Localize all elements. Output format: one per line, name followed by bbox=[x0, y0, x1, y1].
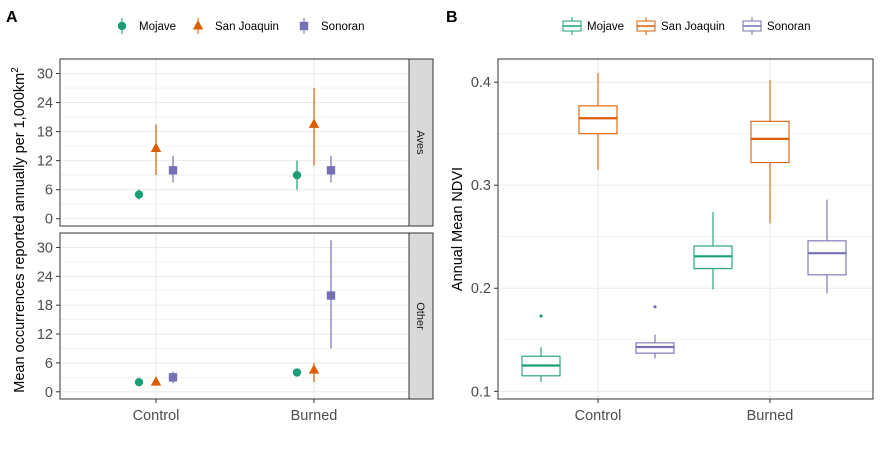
point-mojave bbox=[134, 377, 144, 387]
point-mojave bbox=[134, 190, 144, 199]
panel-b-x-tick-label: Burned bbox=[747, 408, 794, 424]
panel-a-y-tick-label: 30 bbox=[37, 67, 53, 83]
boxplot-san-joaquin-box bbox=[750, 120, 790, 164]
panel-b-x-tick-label: Control bbox=[575, 408, 622, 424]
point-sonoran bbox=[168, 166, 178, 175]
panel-b-legend: Mojave San Joaquin Sonoran bbox=[562, 17, 810, 35]
point-san-joaquin bbox=[150, 376, 162, 386]
panel-b-y-axis-label: Annual Mean NDVI bbox=[450, 167, 466, 291]
panel-a-y-tick-label: 6 bbox=[45, 356, 53, 372]
panel-b-border bbox=[497, 58, 874, 400]
panel-a-facet-aves: 0 6 12 18 24 30 Aves bbox=[37, 58, 434, 228]
panel-b-letter: B bbox=[446, 9, 458, 26]
point-san-joaquin bbox=[308, 364, 320, 374]
panel-a-x-tick-label: Control bbox=[133, 408, 180, 424]
panel-a-y-tick-label: 6 bbox=[45, 183, 53, 199]
panel-a-y-tick-label: 24 bbox=[37, 96, 53, 112]
point-sonoran bbox=[326, 291, 336, 300]
panel-b-y-tick-label: 0.2 bbox=[471, 281, 491, 297]
legend-label: Mojave bbox=[587, 21, 624, 33]
panel-a-letter: A bbox=[6, 9, 18, 26]
panel-a-y-axis-label: Mean occurrences reported annually per 1… bbox=[10, 67, 28, 393]
panel-b-plot: 0.1 0.2 0.3 0.4 Control Burned bbox=[471, 58, 874, 424]
boxplot-sonoran-box bbox=[807, 240, 847, 276]
panel-a-facet-other: 0 6 12 18 24 30 Other bbox=[37, 232, 434, 401]
panel-b-y-tick-label: 0.1 bbox=[471, 384, 491, 400]
boxplot-san-joaquin-box bbox=[578, 105, 618, 135]
panel-a-x-axis: Control Burned bbox=[133, 399, 338, 424]
panel-a-y-tick-label: 0 bbox=[45, 212, 53, 228]
panel-b-y-tick-label: 0.4 bbox=[471, 75, 491, 91]
panel-a-facet-border bbox=[59, 232, 410, 400]
panel-a-y-tick-label: 12 bbox=[37, 327, 53, 343]
panel-a-y-tick-label: 12 bbox=[37, 154, 53, 170]
panel-b-y-tick-label: 0.3 bbox=[471, 178, 491, 194]
point-mojave bbox=[292, 368, 302, 377]
panel-a-y-tick-label: 0 bbox=[45, 385, 53, 401]
facet-strip bbox=[408, 232, 434, 400]
legend-label: San Joaquin bbox=[661, 21, 725, 33]
point-sonoran bbox=[168, 373, 178, 382]
legend-label: Mojave bbox=[139, 21, 176, 33]
legend-label: San Joaquin bbox=[215, 21, 279, 33]
facet-strip-label: Other bbox=[414, 302, 426, 330]
point-sonoran bbox=[326, 166, 336, 175]
legend-key-sonoran bbox=[299, 21, 309, 31]
panel-a-y-tick-label: 18 bbox=[37, 125, 53, 141]
panel-a: A Mojave San Joaquin Sonoran 0 6 12 18 24 30 Ave… bbox=[6, 9, 434, 424]
boxplot-sonoran-outlier bbox=[653, 305, 657, 309]
legend-key-san-joaquin bbox=[192, 20, 204, 30]
panel-a-y-tick-label: 24 bbox=[37, 269, 53, 285]
panel-a-y-tick-label: 18 bbox=[37, 298, 53, 314]
legend-key-mojave bbox=[117, 21, 127, 31]
panel-a-legend: Mojave San Joaquin Sonoran bbox=[117, 18, 364, 34]
legend-label: Sonoran bbox=[767, 21, 810, 33]
boxplot-mojave-outlier bbox=[539, 314, 543, 318]
point-san-joaquin bbox=[308, 118, 320, 128]
panel-a-facet-border bbox=[59, 58, 410, 227]
facet-strip bbox=[408, 58, 434, 227]
legend-label: Sonoran bbox=[321, 21, 364, 33]
point-mojave bbox=[292, 170, 302, 180]
panel-b: B Mojave San Joaquin Sonoran 0.1 0.2 0.3 0.4 C… bbox=[446, 9, 874, 424]
point-san-joaquin bbox=[150, 142, 162, 153]
facet-strip-label: Aves bbox=[414, 130, 426, 155]
panel-a-y-tick-label: 30 bbox=[37, 240, 53, 256]
panel-a-x-tick-label: Burned bbox=[291, 408, 338, 424]
